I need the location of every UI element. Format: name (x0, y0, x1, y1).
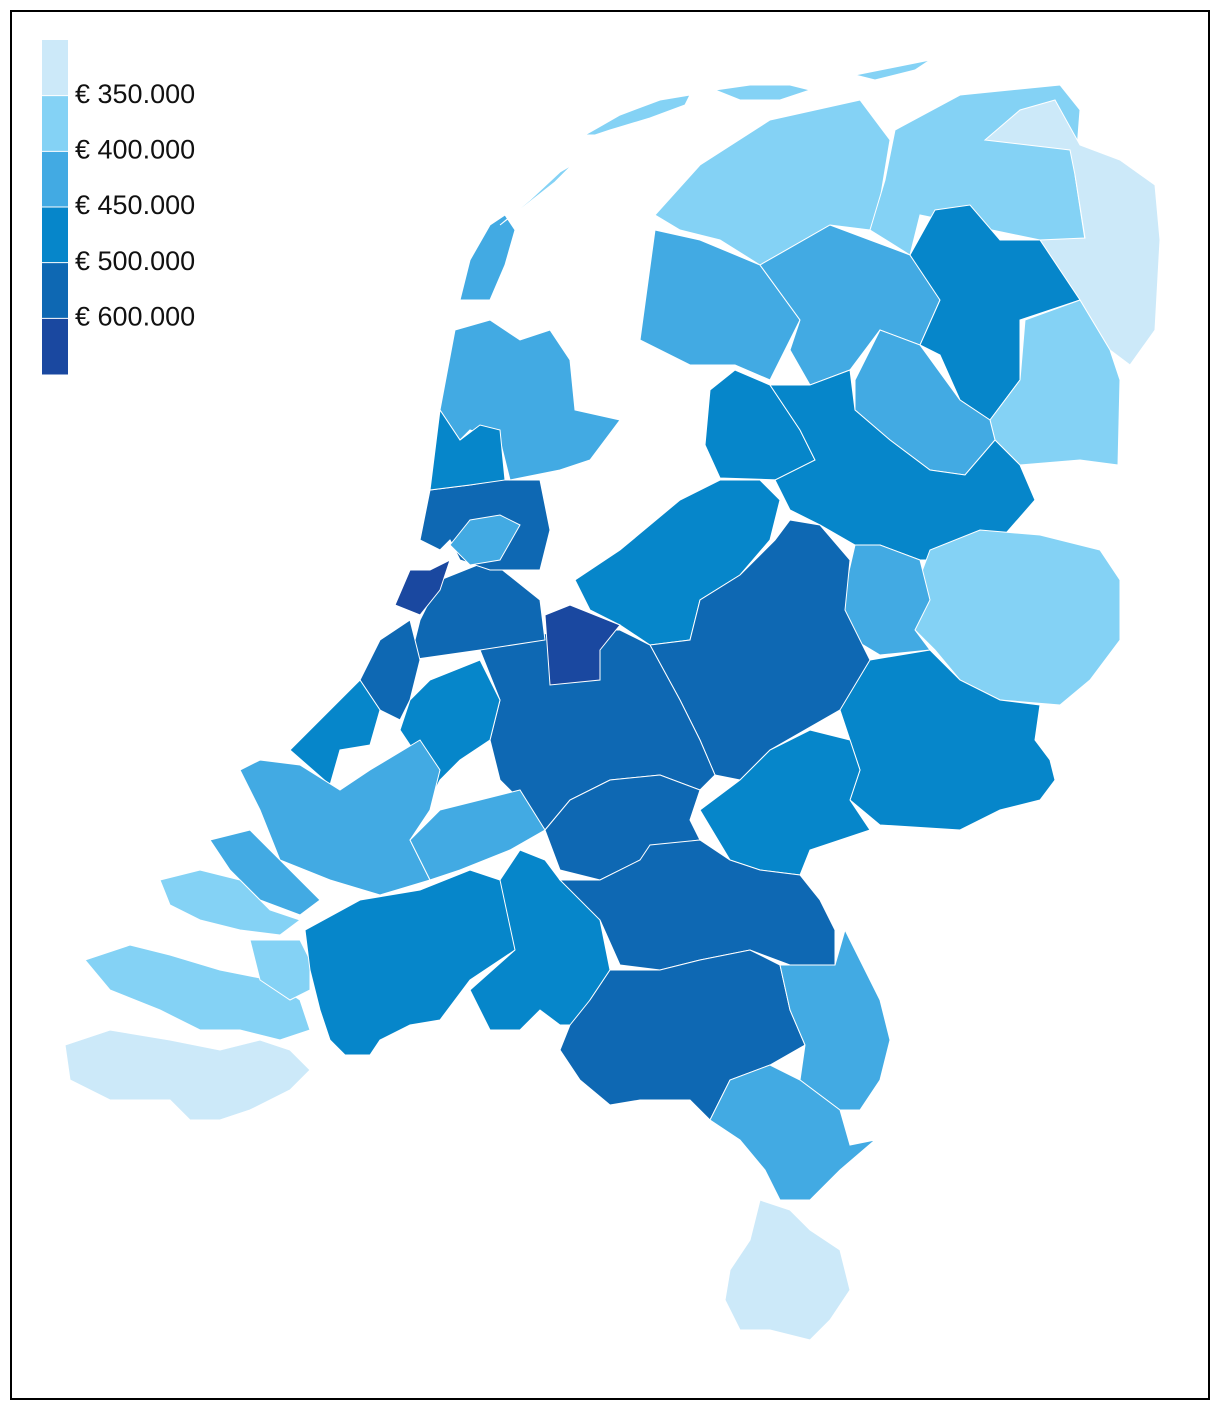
region (544, 774, 701, 881)
region (854, 59, 931, 81)
region (429, 408, 506, 491)
region (544, 604, 621, 686)
legend-swatch (42, 262, 68, 319)
region (64, 1029, 311, 1121)
legend: € 350.000 € 400.000 € 450.000 € 500.000 € 60… (42, 40, 195, 375)
region (574, 479, 781, 646)
legend-swatch (42, 40, 68, 97)
region (713, 84, 812, 101)
region (409, 559, 546, 661)
region (159, 869, 302, 936)
region (84, 944, 311, 1041)
map (64, 59, 1161, 1341)
region (724, 1199, 851, 1341)
region (394, 559, 451, 616)
legend-label: € 500.000 (75, 246, 195, 276)
region (709, 1064, 877, 1201)
region (499, 164, 573, 226)
legend-swatch (42, 318, 68, 375)
region (249, 939, 311, 1001)
legend-swatch (42, 151, 68, 208)
legend-label: € 350.000 (75, 79, 195, 109)
legend-label: € 400.000 (75, 134, 195, 164)
region (304, 869, 521, 1056)
region (359, 619, 421, 721)
region (779, 928, 891, 1111)
region (459, 214, 516, 301)
region (289, 679, 381, 786)
legend-label: € 450.000 (75, 190, 195, 220)
legend-swatch (42, 207, 68, 264)
region (583, 94, 691, 136)
legend-label: € 600.000 (75, 301, 195, 331)
region (239, 739, 441, 896)
region (909, 204, 1081, 421)
legend-swatch (42, 95, 68, 152)
region (449, 514, 521, 566)
region (983, 99, 1161, 366)
region (558, 839, 836, 971)
region (914, 529, 1121, 706)
